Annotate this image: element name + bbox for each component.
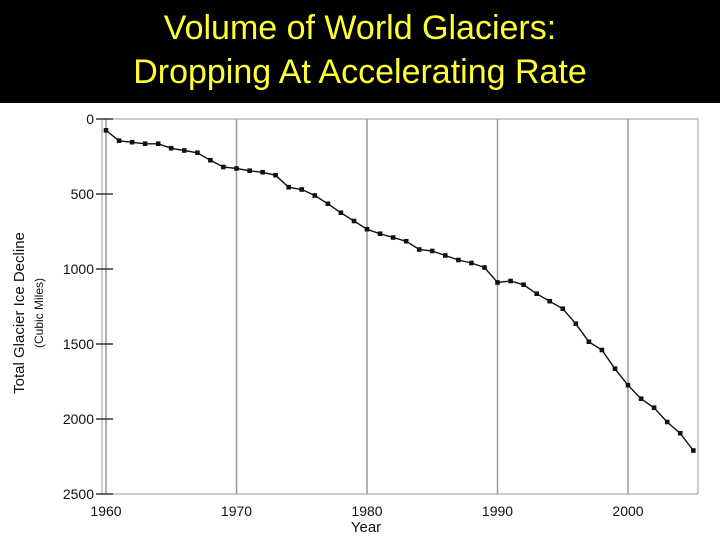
data-point-1988 (469, 260, 474, 266)
data-point-2001 (638, 396, 644, 401)
data-point-1973 (273, 172, 278, 178)
data-point-1982 (390, 235, 396, 240)
series-layer (103, 128, 696, 453)
y-tick-label-1500: 1500 (63, 336, 94, 352)
x-tick-label-1980: 1980 (351, 503, 382, 519)
data-point-1999 (612, 366, 618, 371)
y-axis-unit: (Cubic Miles) (32, 278, 46, 348)
data-point-1989 (482, 265, 487, 270)
x-tick-label-1960: 1960 (90, 503, 121, 519)
data-point-1966 (182, 148, 187, 153)
plot-frame (101, 118, 699, 495)
label-layer: 1960 1970 1980 1990 2000 0 500 1000 1500 2000 2500 (63, 111, 644, 519)
data-point-2003 (664, 419, 670, 425)
data-point-1974 (286, 184, 291, 190)
title-band: Volume of World Glaciers: Dropping At Ac… (0, 0, 720, 103)
data-point-1976 (312, 193, 318, 198)
data-point-1978 (338, 210, 344, 215)
y-tick-label-2000: 2000 (63, 411, 94, 427)
data-point-2004 (677, 430, 683, 436)
data-point-1986 (443, 253, 448, 258)
data-point-1984 (416, 247, 422, 252)
data-point-1987 (456, 257, 461, 263)
data-point-1980 (364, 226, 370, 232)
data-point-1981 (377, 231, 383, 236)
y-tick-label-1000: 1000 (63, 261, 94, 277)
data-point-1991 (508, 278, 513, 284)
data-point-1965 (168, 145, 174, 151)
data-point-1968 (208, 157, 213, 163)
chart-title-line-1: Volume of World Glaciers: (163, 9, 557, 47)
data-point-1998 (599, 347, 605, 353)
data-point-1977 (325, 201, 331, 206)
x-tick-label-1990: 1990 (482, 503, 513, 519)
data-point-1983 (403, 238, 409, 244)
data-point-1994 (547, 298, 552, 304)
data-point-1995 (560, 306, 566, 311)
data-point-1997 (586, 339, 592, 344)
y-tick-label-500: 500 (71, 186, 95, 202)
data-point-1992 (521, 282, 526, 287)
x-tick-label-2000: 2000 (612, 503, 643, 519)
data-point-1990 (495, 280, 500, 285)
x-tick-label-1970: 1970 (221, 503, 252, 519)
data-point-1971 (247, 168, 252, 173)
data-point-1964 (155, 141, 161, 146)
data-point-1993 (534, 291, 539, 296)
series-line-0 (105, 129, 694, 451)
data-point-1996 (573, 321, 579, 326)
data-point-1962 (129, 139, 135, 145)
data-point-1970 (234, 166, 239, 171)
data-point-2000 (625, 382, 631, 388)
data-point-2002 (651, 405, 657, 410)
data-point-1961 (116, 138, 122, 143)
x-axis-title: Year (351, 519, 381, 536)
data-point-1979 (351, 218, 357, 224)
axis-layer (96, 118, 699, 495)
data-point-1969 (221, 164, 226, 170)
data-point-2005 (691, 448, 696, 453)
y-tick-label-2500: 2500 (63, 486, 94, 502)
data-point-1975 (299, 187, 304, 192)
data-point-1972 (260, 169, 265, 175)
chart-title-line-2: Dropping At Accelerating Rate (133, 53, 587, 91)
y-axis-title: Total Glacier Ice Decline (11, 232, 28, 394)
data-point-1985 (429, 248, 435, 254)
data-point-1960 (103, 128, 109, 133)
data-point-1967 (195, 150, 200, 155)
y-tick-label-0: 0 (86, 111, 94, 127)
data-point-1963 (142, 141, 148, 146)
grid-layer (105, 119, 629, 494)
